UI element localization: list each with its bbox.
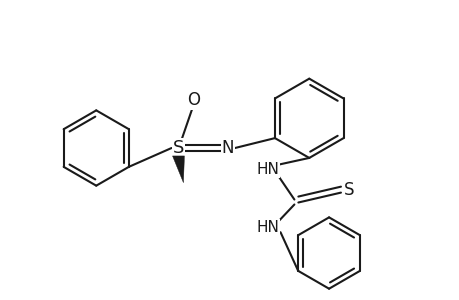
Text: S: S	[173, 139, 184, 157]
Text: HN: HN	[256, 162, 279, 177]
Text: N: N	[221, 139, 234, 157]
Polygon shape	[172, 156, 184, 183]
Text: S: S	[343, 181, 353, 199]
Text: HN: HN	[256, 220, 279, 235]
Text: O: O	[186, 92, 199, 110]
